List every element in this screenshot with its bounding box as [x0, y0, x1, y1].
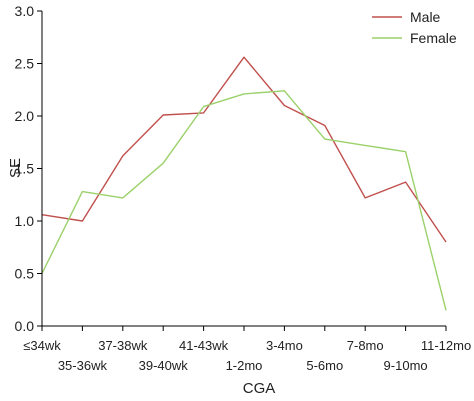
- series-line-male: [41, 56, 447, 243]
- x-tick-label: 9-10mo: [384, 358, 428, 373]
- legend-label-female: Female: [410, 30, 457, 46]
- y-tick-label: 2.0: [15, 108, 35, 124]
- x-tick-label: ≤34wk: [23, 338, 61, 353]
- x-axis-ticks: ≤34wk 35-36wk 37-38wk 39-40wk 41-43wk 1-2mo3-…: [23, 326, 471, 373]
- y-tick-label: 0.0: [15, 318, 35, 334]
- y-axis-label: SE: [7, 158, 24, 178]
- y-tick-label: 3.0: [15, 3, 35, 19]
- x-tick-label: 7-8mo: [347, 338, 384, 353]
- legend-label-male: Male: [410, 9, 441, 25]
- series-layer: [41, 56, 447, 311]
- x-tick-label: 41-43wk: [179, 338, 229, 353]
- series-line-female: [41, 90, 447, 311]
- y-tick-label: 2.5: [15, 56, 35, 72]
- y-tick-label: 0.5: [15, 266, 35, 282]
- x-tick-label: 3-4mo: [266, 338, 303, 353]
- y-tick-label: 1.5: [15, 161, 35, 177]
- x-tick-label: 39-40wk: [139, 358, 189, 373]
- y-axis-ticks: 0.0 0.5 1.0 1.5 2.0 2.5 3.0: [15, 3, 42, 334]
- y-tick-label: 1.0: [15, 213, 35, 229]
- x-tick-label: 5-6mo: [306, 358, 343, 373]
- legend: Male Female: [372, 9, 457, 46]
- x-tick-label: 11-12mo: [421, 338, 471, 353]
- x-axis-label: CGA: [243, 380, 276, 397]
- x-tick-label: 37-38wk: [98, 338, 148, 353]
- x-tick-label: 1-2mo: [226, 358, 263, 373]
- x-tick-label: 35-36wk: [58, 358, 108, 373]
